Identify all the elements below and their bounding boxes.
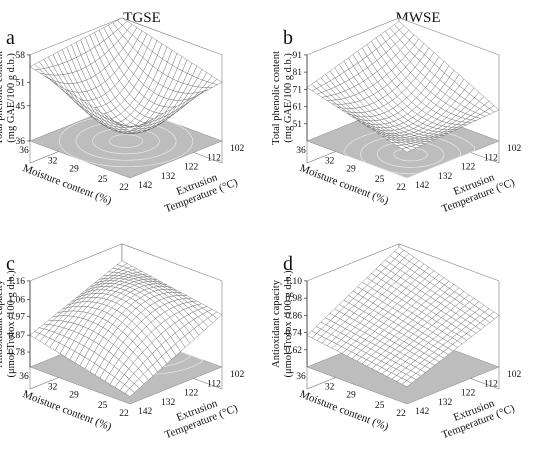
x-tick-label: 25 bbox=[98, 401, 108, 411]
x-tick-label: 32 bbox=[48, 157, 58, 167]
y-tick-label: 112 bbox=[207, 379, 221, 389]
panel-letter: a bbox=[6, 27, 15, 49]
y-tick-label: 142 bbox=[138, 181, 153, 191]
y-tick-label: 142 bbox=[415, 181, 430, 191]
x-tick-label: 22 bbox=[396, 409, 406, 419]
panel-letter: c bbox=[6, 253, 15, 275]
y-tick-label: 112 bbox=[484, 153, 498, 163]
z-axis-label-line: (mg GAE/100 g d.b.) bbox=[6, 53, 17, 143]
y-tick-label: 122 bbox=[461, 163, 476, 173]
z-axis-label-line: (μmol Trolox /100 g d.b.) bbox=[6, 270, 17, 378]
z-axis-label-line: Antioxidant capacity bbox=[271, 279, 282, 368]
y-tick-label: 102 bbox=[230, 370, 245, 380]
y-tick-label: 132 bbox=[161, 398, 176, 408]
z-axis-label: Antioxidant capacity(μmol Trolox /100 g … bbox=[271, 270, 294, 378]
x-tick-label: 32 bbox=[325, 383, 335, 393]
panel-letter: d bbox=[283, 253, 293, 275]
y-tick-label: 132 bbox=[438, 398, 453, 408]
x-tick-label: 29 bbox=[69, 165, 79, 175]
x-tick-label: 36 bbox=[19, 372, 29, 382]
x-tick-label: 36 bbox=[296, 146, 306, 156]
y-tick-label: 122 bbox=[184, 163, 199, 173]
x-tick-label: 32 bbox=[325, 157, 335, 167]
x-tick-label: 25 bbox=[375, 175, 385, 185]
z-axis-label-line: Total phenolic content bbox=[271, 51, 282, 145]
x-tick-label: 25 bbox=[375, 401, 385, 411]
y-tick-label: 102 bbox=[507, 370, 522, 380]
y-tick-label: 102 bbox=[507, 144, 522, 154]
panel-letter: b bbox=[283, 27, 293, 49]
y-tick-label: 112 bbox=[484, 379, 498, 389]
x-tick-label: 25 bbox=[98, 175, 108, 185]
y-tick-label: 132 bbox=[161, 172, 176, 182]
z-axis-label: Total phenolic content(mg GAE/100 g d.b.… bbox=[271, 51, 294, 145]
z-axis-label: Total phenolic content(mg GAE/100 g d.b.… bbox=[0, 51, 17, 145]
x-tick-label: 29 bbox=[346, 165, 356, 175]
x-tick-label: 22 bbox=[119, 183, 129, 193]
y-tick-label: 142 bbox=[138, 407, 153, 417]
x-tick-label: 36 bbox=[296, 372, 306, 382]
y-tick-label: 142 bbox=[415, 407, 430, 417]
z-axis-label-line: (mg GAE/100 g d.b.) bbox=[283, 53, 294, 143]
z-axis-label-line: (μmol Trolox /100 g d.b.) bbox=[283, 270, 294, 378]
y-tick-label: 122 bbox=[184, 389, 199, 399]
x-tick-label: 22 bbox=[119, 409, 129, 419]
x-tick-label: 29 bbox=[69, 391, 79, 401]
z-axis-label-line: Total phenolic content bbox=[0, 51, 5, 145]
x-tick-label: 32 bbox=[48, 383, 58, 393]
y-tick-label: 112 bbox=[207, 153, 221, 163]
x-tick-label: 29 bbox=[346, 391, 356, 401]
z-axis-label-line: Antioxidant capacity bbox=[0, 279, 5, 368]
x-tick-label: 36 bbox=[19, 146, 29, 156]
y-tick-label: 102 bbox=[230, 144, 245, 154]
x-tick-label: 22 bbox=[396, 183, 406, 193]
z-axis-label: Antioxidant capacity(μmol Trolox /100 g … bbox=[0, 270, 17, 378]
y-tick-label: 122 bbox=[461, 389, 476, 399]
y-tick-label: 132 bbox=[438, 172, 453, 182]
